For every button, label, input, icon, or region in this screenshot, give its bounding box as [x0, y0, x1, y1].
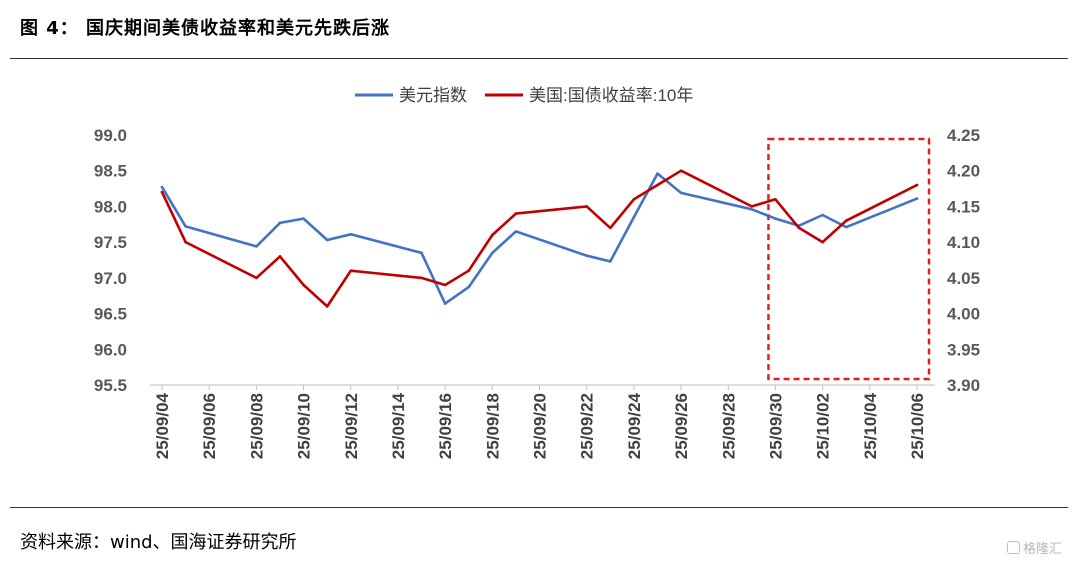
- series-point-1: [915, 183, 919, 187]
- y-right-tick-label: 4.20: [947, 162, 980, 181]
- chart-lines: [160, 169, 919, 308]
- series-point-0: [585, 254, 588, 258]
- y-right-tick-label: 4.15: [947, 197, 980, 216]
- series-point-0: [491, 251, 494, 255]
- series-point-1: [656, 183, 659, 187]
- x-tick-label: 25/09/26: [672, 393, 691, 459]
- series-point-1: [797, 226, 801, 230]
- highlight-layer: [767, 137, 931, 381]
- series-point-0: [844, 225, 848, 229]
- series-point-0: [632, 215, 636, 219]
- series-point-1: [302, 283, 305, 287]
- y-right-tick-label: 4.00: [947, 305, 980, 324]
- series-point-0: [656, 172, 659, 175]
- watermark-logo-icon: [1006, 541, 1020, 554]
- series-point-0: [821, 213, 824, 217]
- series-point-0: [420, 251, 423, 255]
- x-tick-label: 25/09/14: [389, 392, 408, 459]
- series-point-0: [915, 197, 919, 200]
- y-left-tick-label: 97.0: [94, 269, 127, 288]
- series-point-0: [608, 260, 612, 263]
- y-left-tick-label: 96.5: [94, 305, 127, 324]
- chart-legend: 美元指数 美国:国债收益率:10年: [355, 86, 693, 105]
- series-point-1: [255, 276, 258, 280]
- x-tick-label: 25/09/08: [247, 393, 266, 459]
- series-point-1: [679, 169, 683, 173]
- series-point-1: [844, 219, 848, 223]
- x-tick-label: 25/09/20: [531, 393, 550, 459]
- series-point-0: [184, 225, 187, 228]
- y-right-tick-label: 4.10: [947, 233, 980, 252]
- watermark: 格隆汇: [1006, 538, 1062, 557]
- series-point-0: [514, 230, 518, 233]
- series-point-0: [750, 207, 754, 211]
- series-point-1: [514, 212, 518, 215]
- top-rule: [10, 58, 1068, 59]
- y-left-tick-label: 99.0: [94, 126, 127, 145]
- y-left-tick-label: 98.5: [94, 162, 127, 181]
- series-point-1: [608, 226, 612, 230]
- x-tick-label: 25/09/06: [200, 393, 219, 459]
- series-point-1: [420, 276, 423, 280]
- figure-title: 图 4： 国庆期间美债收益率和美元先跌后涨: [20, 18, 391, 39]
- series-point-0: [467, 285, 471, 289]
- x-tick-label: 25/09/22: [578, 393, 597, 459]
- x-tick-label: 25/10/06: [908, 393, 927, 459]
- series-point-1: [774, 197, 777, 201]
- y-right-tick-label: 4.05: [947, 269, 980, 288]
- y-right-tick-label: 3.90: [947, 376, 980, 395]
- chart: 美元指数 美国:国债收益率:10年 99.0 98.5 98.0 97.5 97.0 96.…: [94, 86, 980, 459]
- y-left-tick-label: 95.5: [94, 376, 127, 395]
- x-tick-label: 25/09/28: [719, 393, 738, 459]
- series-point-1: [491, 233, 494, 237]
- series-point-0: [302, 217, 305, 220]
- series-point-1: [349, 269, 353, 273]
- x-tick-label: 25/09/24: [625, 392, 644, 459]
- x-tick-label: 25/09/30: [766, 393, 785, 459]
- series-point-1: [160, 190, 164, 194]
- legend-label-0: 美元指数: [399, 86, 467, 105]
- series-point-1: [278, 255, 282, 258]
- x-tick-label: 25/09/12: [342, 393, 361, 459]
- series-point-1: [467, 269, 471, 273]
- series-point-0: [278, 221, 282, 225]
- x-tick-label: 25/10/02: [814, 393, 833, 459]
- series-point-1: [821, 240, 824, 244]
- series-line-0: [160, 172, 919, 305]
- x-tick-label: 25/09/18: [483, 393, 502, 459]
- y-right-tick-label: 4.25: [947, 126, 980, 145]
- y-left-tick-label: 96.0: [94, 340, 127, 359]
- chart-axes: 99.0 98.5 98.0 97.5 97.0 96.5 96.0 95.5 4.25 4.20…: [94, 126, 980, 459]
- source-note: 资料来源：wind、国海证券研究所: [20, 532, 297, 553]
- y-left-tick-label: 98.0: [94, 197, 127, 216]
- series-point-1: [443, 283, 447, 287]
- series-point-0: [679, 191, 683, 195]
- y-left-tick-label: 97.5: [94, 233, 127, 252]
- x-tick-label: 25/09/10: [295, 393, 314, 459]
- series-point-1: [325, 305, 329, 308]
- series-point-1: [184, 240, 187, 244]
- series-point-0: [160, 185, 164, 189]
- series-point-0: [774, 217, 777, 220]
- x-tick-label: 25/10/04: [861, 392, 880, 459]
- y-right-tick-label: 3.95: [947, 340, 980, 359]
- legend-label-1: 美国:国债收益率:10年: [529, 86, 693, 105]
- series-point-0: [443, 302, 447, 305]
- watermark-text: 格隆汇: [1022, 542, 1062, 557]
- x-tick-label: 25/09/16: [436, 393, 455, 459]
- series-point-1: [632, 197, 636, 201]
- series-point-0: [349, 232, 353, 236]
- x-tick-label: 25/09/04: [153, 392, 172, 459]
- series-point-0: [255, 245, 258, 248]
- bottom-rule: [10, 507, 1068, 508]
- series-point-1: [585, 205, 588, 208]
- series-point-0: [325, 238, 329, 242]
- highlight-box: [767, 137, 931, 381]
- series-point-1: [750, 205, 754, 208]
